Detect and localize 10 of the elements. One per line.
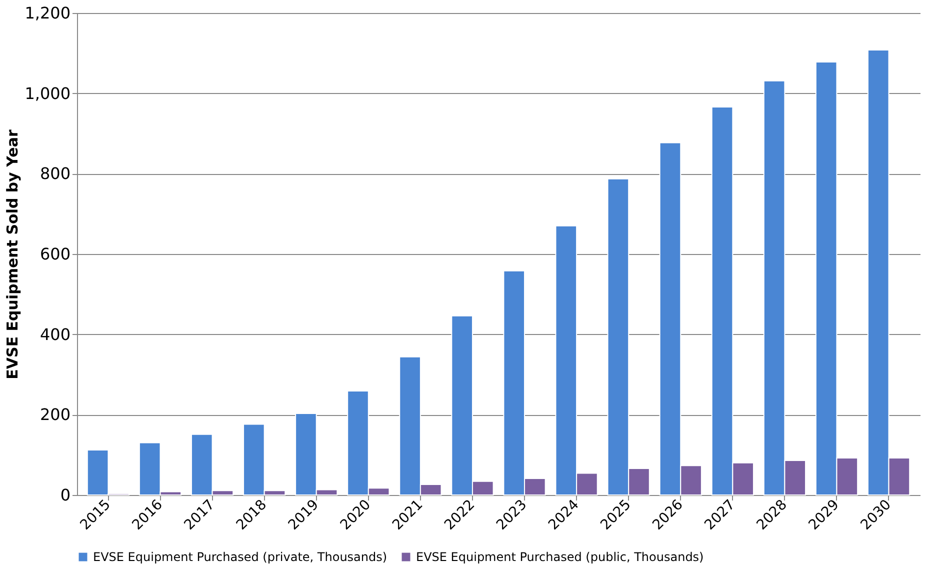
y-tick-label: 800 [40, 164, 70, 184]
y-tick-label: 0 [60, 486, 70, 504]
legend-label: EVSE Equipment Purchased (private, Thousands) [93, 550, 388, 564]
y-axis-title: EVSE Equipment Sold by Year [4, 129, 22, 380]
y-tick-label: 400 [40, 324, 70, 344]
y-tick-label: 1,000 [24, 84, 70, 103]
y-tick-label: 1,200 [24, 4, 70, 22]
y-tick-label: 600 [40, 244, 70, 264]
legend-label: EVSE Equipment Purchased (public, Thousands) [416, 550, 704, 564]
y-tick-label: 200 [40, 405, 70, 424]
